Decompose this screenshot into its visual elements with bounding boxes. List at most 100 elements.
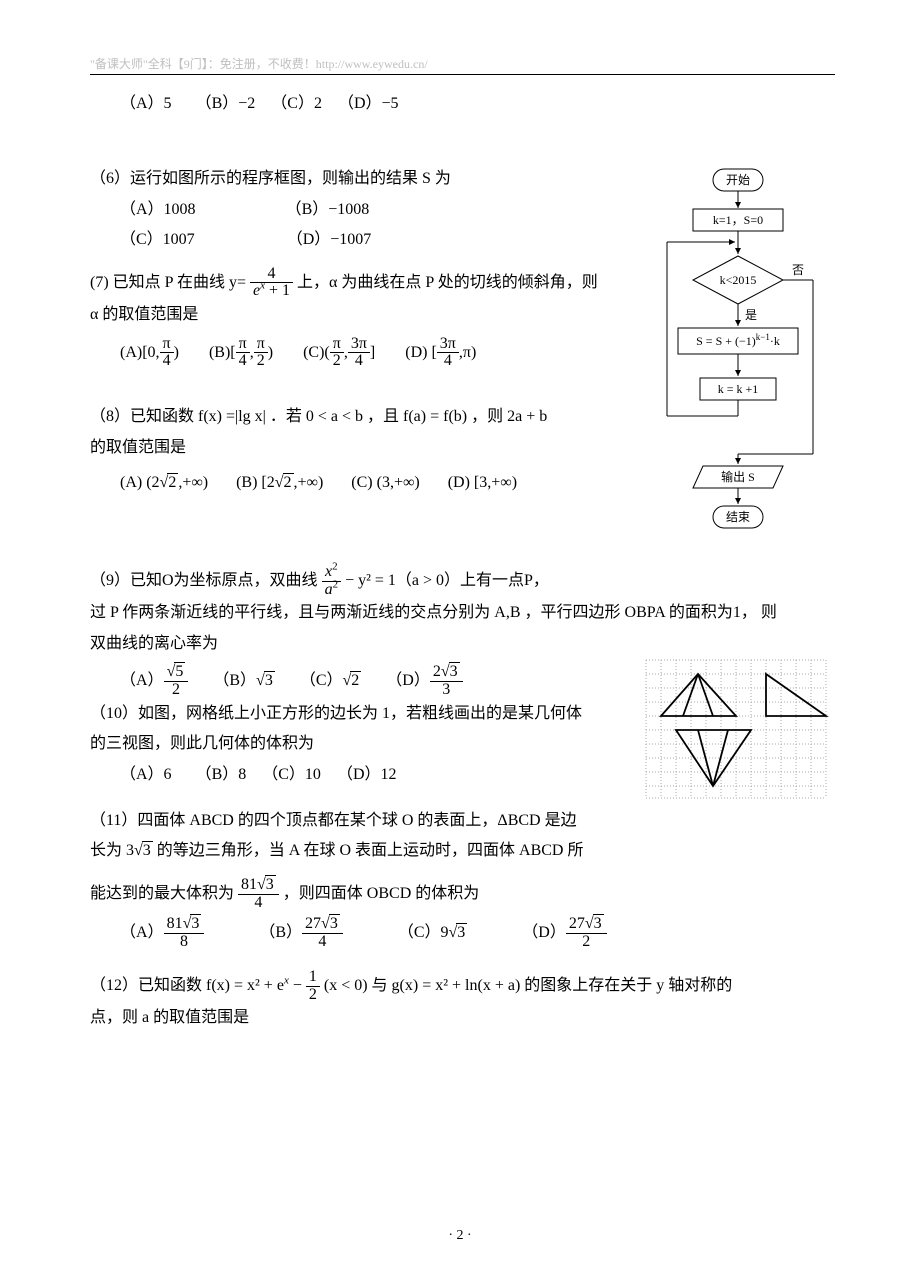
q8b-left: (B) [2 [236,474,275,491]
q8b-right: ,+∞) [294,474,324,491]
flow-incr: k = k +1 [718,382,759,396]
q7-frac-den: ex + 1 [250,283,293,300]
q12-line1c: (x < 0) 与 g(x) = x² + ln(x + a) 的图象上存在关于… [320,977,732,994]
q10-line2: 的三视图，则此几何体的体积为 [90,729,645,759]
q7-prefix: (7) 已知点 P 在曲线 y= [90,274,246,291]
q9-options: （A）√52 （B）√3 （C）√2 （D）2√33 [120,664,645,699]
q6-text: （6）运行如图所示的程序框图，则输出的结果 S 为 [90,164,655,194]
q11-line2b: 的等边三角形，当 A 在球 O 表面上运动时，四面体 ABCD 所 [153,842,584,859]
flow-yes: 是 [745,308,757,322]
q7-suffix: 上，α 为曲线在点 P 处的切线的倾斜角，则 [297,274,598,291]
q10-options: （A）6 （B）8 （C）10 （D）12 [120,760,645,790]
q9-opt-d: （D）2√33 [386,664,462,699]
flowchart-svg: 开始 k=1，S=0 k<2015 否 [655,164,830,534]
q5-opt-d: （D）−5 [338,95,399,112]
q5-options: （A）5 （B）−2 （C）2 （D）−5 [120,89,835,119]
flow-end: 结束 [726,510,750,524]
flowchart-figure: 开始 k=1，S=0 k<2015 否 [655,164,835,545]
q8a-right: ,+∞) [178,474,208,491]
q7b-right: ) [268,344,273,361]
q11-opt-a: （A）81√38 [120,916,204,951]
q9-line2: 过 P 作两条渐近线的平行线，且与两渐近线的交点分别为 A,B ，平行四边形 O… [90,598,835,628]
q7c1-den: 2 [330,353,344,370]
q7b1-num: π [236,336,250,354]
q8-opt-c: (C) (3,+∞) [351,468,419,498]
q7c2-num: 3π [348,336,370,354]
flow-output: 输出 S [721,469,755,484]
q9-opt-c: （C）√2 [300,666,361,696]
q7-options: (A)[0,π4) (B)[π4,π2) (C)(π2,3π4] (D) [3π… [120,336,655,371]
q11-line3b: ，则四面体 OBCD 的体积为 [283,885,479,902]
geometry-figure [645,659,830,799]
q6-opt-b: （B）−1008 [286,195,370,225]
q6-opt-c: （C）1007 [120,225,195,255]
q6-opt-d: （D）−1007 [287,225,372,255]
q11-line2a: 长为 3 [90,842,134,859]
q11-opt-b: （B）27√34 [259,916,342,951]
q7a-num: π [160,336,174,354]
q9-frac1: x2 a2 [322,564,342,599]
q11-options: （A）81√38 （B）27√34 （C）9√3 （D）27√32 [120,916,835,951]
q8-opt-a: (A) (2√2,+∞) [120,468,208,498]
q11-vol-frac: 81√34 [238,877,279,912]
q8a-sqrt: 2 [167,473,178,491]
q7d-num: 3π [437,336,459,354]
q12-frac: 12 [306,969,320,1004]
q7b-left: (B)[ [209,344,236,361]
q7a-right: ) [174,344,179,361]
q9-line1a: （9）已知O为坐标原点，双曲线 [90,572,318,589]
page-number: · 2 · [0,1228,920,1244]
flow-init: k=1，S=0 [713,213,763,227]
q11-line3a: 能达到的最大体积为 [90,885,238,902]
page-header: "备课大师"全科【9门】：免注册，不收费！http://www.eywedu.c… [90,55,835,72]
q9-f1-den: a2 [322,582,342,599]
q7a-left: (A)[0, [120,344,160,361]
q10-opt-b: （B）8 [196,766,247,783]
q7-frac-num: 4 [250,266,293,284]
q6: （6）运行如图所示的程序框图，则输出的结果 S 为 （A）1008 （B）−10… [90,164,655,255]
q11-opt-d: （D）27√32 [522,916,606,951]
flow-cond: k<2015 [720,273,757,287]
q10-line1: （10）如图，网格纸上小正方形的边长为 1，若粗线画出的是某几何体 [90,699,645,729]
grid-v [646,660,826,798]
q7c-left: (C)( [303,344,330,361]
q10-opt-c: （C）10 [262,766,321,783]
q8b-sqrt: 2 [283,473,294,491]
header-separator [90,74,835,75]
q9-line1b: − y² = 1（a > 0）上有一点P， [345,572,549,589]
q10-opt-a: （A）6 [120,766,172,783]
q5-opt-b: （B）−2 [196,95,256,112]
q7-opt-b: (B)[π4,π2) [209,336,273,371]
q7-frac-plus1: + 1 [269,282,290,299]
q8-line1: （8）已知函数 f(x) =|lg x| ．若 0 < a < b ，且 f(a… [90,402,655,432]
q7b2-den: 2 [254,353,268,370]
flow-no: 否 [792,263,804,277]
q7-opt-c: (C)(π2,3π4] [303,336,375,371]
q8-opt-b: (B) [2√2,+∞) [236,468,323,498]
q7-fraction: 4 ex + 1 [250,266,293,301]
q7d-den: 4 [437,353,459,370]
q5-opt-c: （C）2 [271,95,322,112]
q7d-left: (D) [ [405,344,437,361]
q9-opt-b: （B）√3 [213,666,274,696]
q9: （9）已知O为坐标原点，双曲线 x2 a2 − y² = 1（a > 0）上有一… [90,564,835,951]
q11: （11）四面体 ABCD 的四个顶点都在某个球 O 的表面上，ΔBCD 是边 长… [90,806,645,867]
q7d-right: ,π) [459,344,476,361]
q9-opt-a: （A）√52 [120,664,188,699]
q6-opt-a: （A）1008 [120,195,196,225]
q12-line1b: − [289,977,306,994]
q8-options: (A) (2√2,+∞) (B) [2√2,+∞) (C) (3,+∞) (D)… [120,468,655,498]
view-topleft [661,674,736,716]
q12-line2: 点，则 a 的取值范围是 [90,1003,835,1033]
q7-opt-d: (D) [3π4,π) [405,336,476,371]
q7c-right: ] [370,344,375,361]
flow-start: 开始 [726,173,750,187]
q7b2-num: π [254,336,268,354]
q7-opt-a: (A)[0,π4) [120,336,179,371]
q10-opt-d: （D）12 [337,766,397,783]
q7a-den: 4 [160,353,174,370]
q8-line2: 的取值范围是 [90,433,655,463]
q7c2-den: 4 [348,353,370,370]
q11-sqrt: 3 [142,841,153,859]
q8-opt-d: (D) [3,+∞) [448,468,517,498]
